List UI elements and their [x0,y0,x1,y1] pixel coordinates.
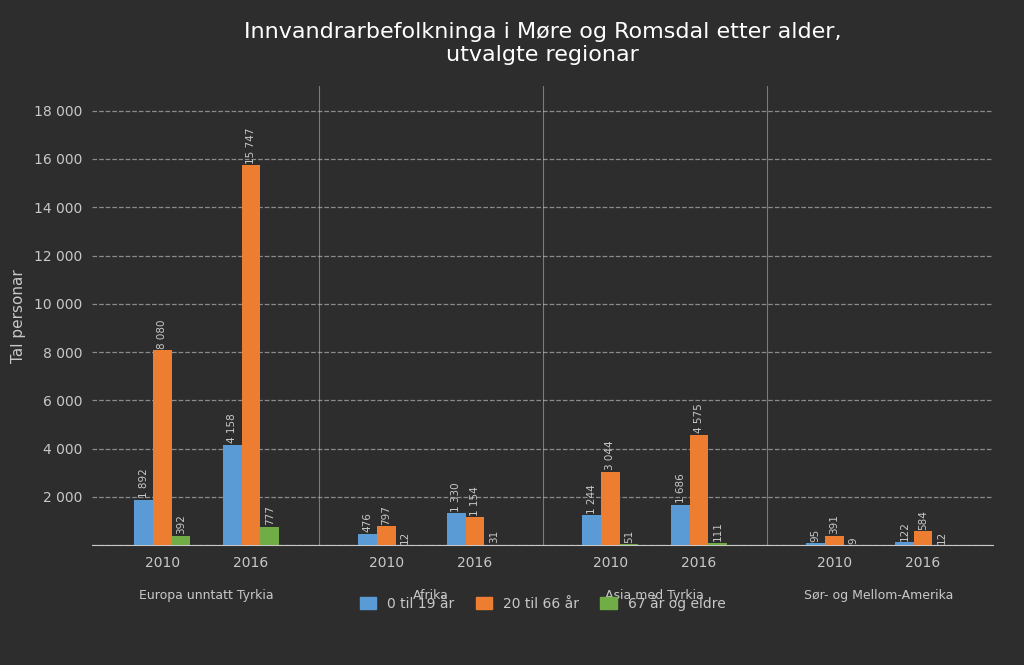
Bar [709,543,727,545]
Bar [466,517,484,545]
Text: 51: 51 [624,529,634,543]
Text: 8 080: 8 080 [158,319,167,348]
Text: 95: 95 [811,528,821,541]
Bar [690,435,709,545]
Bar [807,543,825,545]
Bar [895,543,913,545]
Text: Sør- og Mellom-Amerika: Sør- og Mellom-Amerika [804,589,953,602]
Bar [583,515,601,545]
Bar [620,544,638,545]
Text: 797: 797 [381,505,391,525]
Text: 12: 12 [937,530,947,543]
Text: 391: 391 [829,515,840,535]
Text: 122: 122 [899,521,909,541]
Text: 9: 9 [848,537,858,543]
Bar [153,350,172,545]
Text: 12: 12 [400,530,410,543]
Text: 3 044: 3 044 [605,441,615,470]
Text: 584: 584 [919,510,928,530]
Y-axis label: Tal personar: Tal personar [10,269,26,362]
Legend: 0 til 19 år, 20 til 66 år, 67 år og eldre: 0 til 19 år, 20 til 66 år, 67 år og eldr… [354,589,731,616]
Text: 1 686: 1 686 [676,473,685,503]
Text: 31: 31 [488,530,499,543]
Text: 392: 392 [176,515,186,535]
Text: 1 892: 1 892 [138,468,148,498]
Bar [223,445,242,545]
Bar [260,527,279,545]
Bar [601,471,620,545]
Text: 111: 111 [713,521,723,541]
Bar [377,526,395,545]
Bar [172,536,190,545]
Text: 1 330: 1 330 [452,482,462,512]
Text: Afrika: Afrika [413,589,449,602]
Text: Asia med Tyrkia: Asia med Tyrkia [605,589,705,602]
Bar [447,513,466,545]
Text: 4 158: 4 158 [227,414,238,444]
Text: 777: 777 [264,505,274,525]
Text: 476: 476 [362,513,373,533]
Bar [825,536,844,545]
Bar [242,165,260,545]
Bar [671,505,690,545]
Text: 1 154: 1 154 [470,486,480,516]
Text: Europa unntatt Tyrkia: Europa unntatt Tyrkia [139,589,274,602]
Text: 4 575: 4 575 [694,404,705,434]
Bar [134,499,153,545]
Text: 1 244: 1 244 [587,484,597,514]
Bar [358,534,377,545]
Title: Innvandrarbefolkninga i Møre og Romsdal etter alder,
utvalgte regionar: Innvandrarbefolkninga i Møre og Romsdal … [244,22,842,65]
Text: 15 747: 15 747 [246,127,256,164]
Bar [913,531,933,545]
